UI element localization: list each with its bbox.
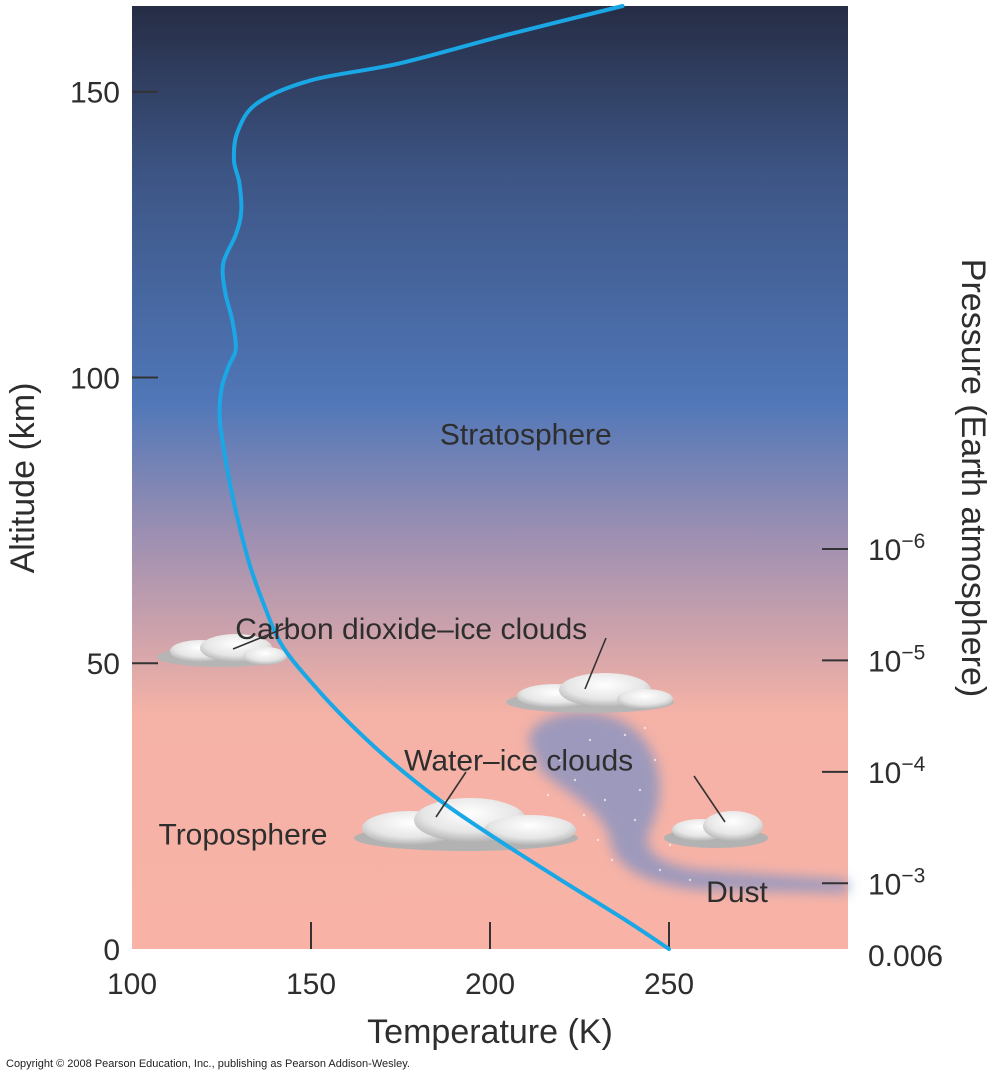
co2-leader-left [232,623,296,650]
y-tick-label: 100 [70,362,120,395]
pressure-axis-title: Pressure (Earth atmosphere) [954,259,992,697]
dust-plume [528,711,848,893]
plot-background [132,6,848,949]
co2-clouds-label: Carbon dioxide–ice clouds [235,613,587,646]
y-tick-label: 50 [87,648,120,681]
troposphere-label: Troposphere [158,819,327,852]
co2-leader-right [584,637,607,690]
y-axis-title: Altitude (km) [4,383,42,574]
water-ice-cloud-small [664,811,768,848]
x-axis-ticks: 100 150 200 250 [107,922,694,1001]
water-leader-right [693,775,726,823]
temperature-profile-line [217,4,671,951]
pressure-tick-label: 10−5 [868,641,925,678]
pressure-tick-label: 10−3 [868,864,925,901]
pressure-tick-label: 10−6 [868,530,925,567]
stratosphere-label: Stratosphere [440,419,612,452]
x-tick-label: 250 [644,968,694,1001]
pressure-tick-label: 0.006 [868,940,943,973]
y-axis-ticks: 0 50 100 150 [70,77,158,967]
pressure-axis-ticks: 0.006 10−3 10−4 10−5 10−6 [822,530,943,973]
water-leader-left [435,771,467,818]
x-tick-label: 200 [465,968,515,1001]
x-tick-label: 100 [107,968,157,1001]
x-tick-label: 150 [286,968,336,1001]
y-tick-label: 0 [103,934,120,967]
water-clouds-label: Water–ice clouds [404,744,633,777]
dust-particles [528,726,692,882]
annotation-leaders [232,623,726,823]
copyright-notice: Copyright © 2008 Pearson Education, Inc.… [6,1058,410,1070]
pressure-tick-label: 10−4 [868,753,926,790]
y-tick-label: 150 [70,77,120,110]
x-axis-title: Temperature (K) [367,1013,613,1051]
co2-ice-cloud-2 [506,673,674,713]
dust-label: Dust [706,876,768,909]
